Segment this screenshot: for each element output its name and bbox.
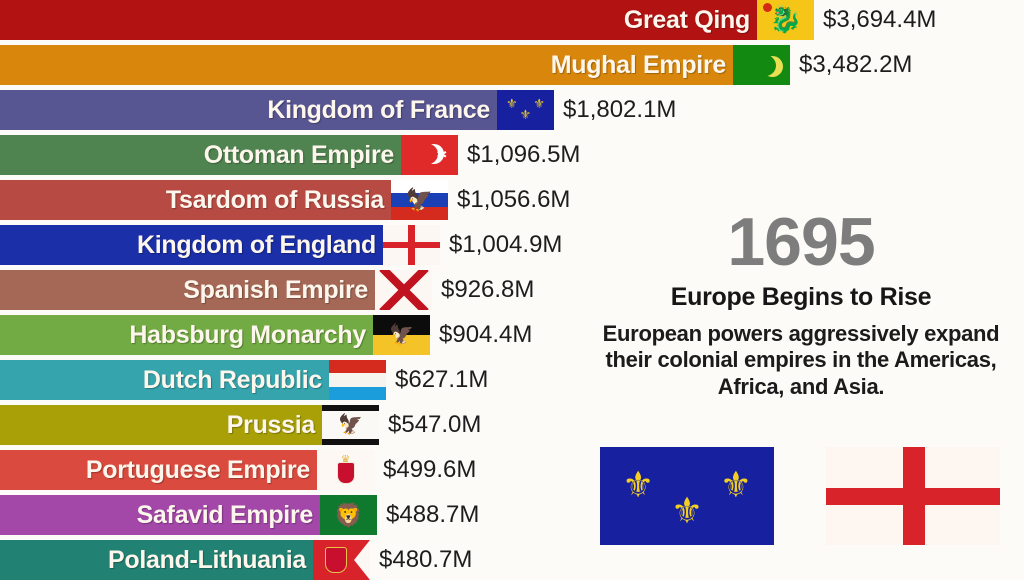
spain-flag-icon (375, 270, 432, 310)
bar-row: Great Qing 🐉 $3,694.4M (0, 0, 936, 40)
portugal-flag-icon: ♛ (317, 450, 374, 490)
bar-great-qing[interactable]: Great Qing (0, 0, 757, 40)
bar-row: Ottoman Empire ✱ $1,096.5M (0, 135, 580, 175)
bar-value: $904.4M (439, 321, 533, 348)
bar-value: $547.0M (388, 411, 482, 438)
bar-prussia[interactable]: Prussia (0, 405, 322, 445)
france-flag-icon: ⚜ ⚜ ⚜ (497, 90, 554, 130)
safavid-flag-icon: 🦁 (320, 495, 377, 535)
kingdom-of-england-flag-icon (826, 447, 1000, 545)
year-label: 1695 (727, 204, 875, 280)
era-description: European powers aggressively expand thei… (602, 320, 1000, 400)
dutch-flag-icon (329, 360, 386, 400)
bar-label: Dutch Republic (142, 365, 322, 394)
bar-row: Kingdom of England $1,004.9M (0, 225, 562, 265)
bar-value: $3,482.2M (799, 51, 913, 78)
bar-kingdom-of-england[interactable]: Kingdom of England (0, 225, 383, 265)
bar-value: $926.8M (441, 276, 535, 303)
bar-mughal-empire[interactable]: Mughal Empire (0, 45, 733, 85)
bar-safavid-empire[interactable]: Safavid Empire (0, 495, 320, 535)
bar-value: $499.6M (383, 456, 477, 483)
bar-label: Prussia (226, 410, 316, 439)
bar-label: Great Qing (623, 5, 750, 34)
mughal-flag-icon (733, 45, 790, 85)
bar-row: Habsburg Monarchy 🦅 $904.4M (0, 315, 532, 355)
ottoman-flag-icon: ✱ (401, 135, 458, 175)
bar-label: Poland-Lithuania (108, 545, 306, 574)
bar-poland-lithuania[interactable]: Poland-Lithuania (0, 540, 313, 580)
bar-label: Ottoman Empire (203, 140, 395, 169)
bar-row: Spanish Empire $926.8M (0, 270, 534, 310)
habsburg-flag-icon: 🦅 (373, 315, 430, 355)
bar-row: Kingdom of France ⚜ ⚜ ⚜ $1,802.1M (0, 90, 676, 130)
bar-label: Portuguese Empire (85, 455, 310, 484)
bar-value: $480.7M (379, 546, 473, 573)
bar-label: Kingdom of England (136, 230, 376, 259)
bar-row: Safavid Empire 🦁 $488.7M (0, 495, 479, 535)
era-flag-group: ⚜ ⚜ ⚜ (600, 447, 1000, 559)
bar-value: $1,096.5M (467, 141, 581, 168)
bar-label: Habsburg Monarchy (129, 320, 366, 349)
bar-row: Dutch Republic $627.1M (0, 360, 488, 400)
bar-row: Portuguese Empire ♛ $499.6M (0, 450, 476, 490)
bar-label: Safavid Empire (136, 500, 314, 529)
bar-spanish-empire[interactable]: Spanish Empire (0, 270, 375, 310)
russia-flag-icon: 🦅 (391, 180, 448, 220)
bar-row: Prussia 🦅 $547.0M (0, 405, 481, 445)
bar-label: Mughal Empire (550, 50, 727, 79)
bar-row: Mughal Empire $3,482.2M (0, 45, 912, 85)
bar-row: Poland-Lithuania $480.7M (0, 540, 472, 580)
bar-value: $1,056.6M (457, 186, 571, 213)
bar-value: $488.7M (386, 501, 480, 528)
poland-lithuania-flag-icon (313, 540, 370, 580)
era-panel: 1695 Europe Begins to Rise European powe… (596, 208, 1006, 401)
bar-value: $3,694.4M (823, 6, 937, 33)
bar-label: Tsardom of Russia (165, 185, 384, 214)
bar-ottoman-empire[interactable]: Ottoman Empire (0, 135, 401, 175)
bar-label: Kingdom of France (267, 95, 490, 124)
bar-label: Spanish Empire (183, 275, 368, 304)
england-flag-icon (383, 225, 440, 265)
bar-row: Tsardom of Russia 🦅 $1,056.6M (0, 180, 570, 220)
kingdom-of-france-flag-icon: ⚜ ⚜ ⚜ (600, 447, 774, 545)
bar-dutch-republic[interactable]: Dutch Republic (0, 360, 329, 400)
bar-value: $1,004.9M (449, 231, 563, 258)
era-title: Europe Begins to Rise (670, 283, 932, 311)
bar-portuguese-empire[interactable]: Portuguese Empire (0, 450, 317, 490)
bar-tsardom-of-russia[interactable]: Tsardom of Russia (0, 180, 391, 220)
bar-habsburg-monarchy[interactable]: Habsburg Monarchy (0, 315, 373, 355)
bar-value: $627.1M (395, 366, 489, 393)
prussia-flag-icon: 🦅 (322, 405, 379, 445)
qing-flag-icon: 🐉 (757, 0, 814, 40)
bar-kingdom-of-france[interactable]: Kingdom of France (0, 90, 497, 130)
bar-value: $1,802.1M (563, 96, 677, 123)
